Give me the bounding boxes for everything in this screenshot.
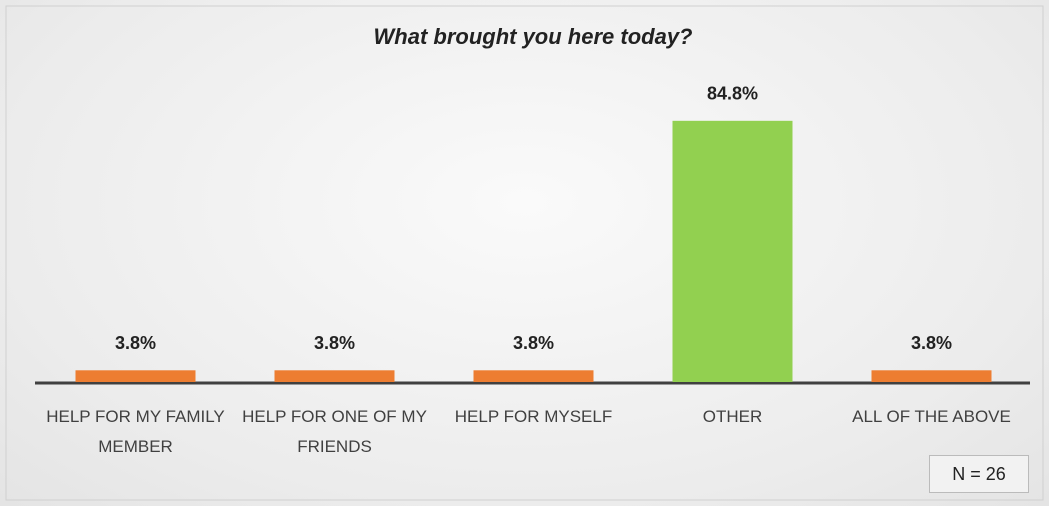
value-label: 84.8% xyxy=(707,84,758,104)
value-label: 3.8% xyxy=(314,333,355,353)
value-label: 3.8% xyxy=(513,333,554,353)
chart-title: What brought you here today? xyxy=(374,24,693,49)
x-tick-label: HELP FOR MYSELF xyxy=(454,407,613,426)
bar xyxy=(75,370,196,382)
x-tick-label: OTHER xyxy=(702,407,763,426)
annotation: N = 26 xyxy=(929,455,1029,493)
value-label: 3.8% xyxy=(911,333,952,353)
bar xyxy=(871,370,992,382)
bar xyxy=(274,370,395,382)
x-tick-label: HELP FOR ONE OF MY FRIENDS xyxy=(242,407,427,456)
bar xyxy=(473,370,594,382)
x-tick-label: ALL OF THE ABOVE xyxy=(852,407,1011,426)
value-label: 3.8% xyxy=(115,333,156,353)
frame xyxy=(5,5,1044,501)
bar xyxy=(672,120,793,382)
x-tick-label: HELP FOR MY FAMILY MEMBER xyxy=(46,407,225,456)
